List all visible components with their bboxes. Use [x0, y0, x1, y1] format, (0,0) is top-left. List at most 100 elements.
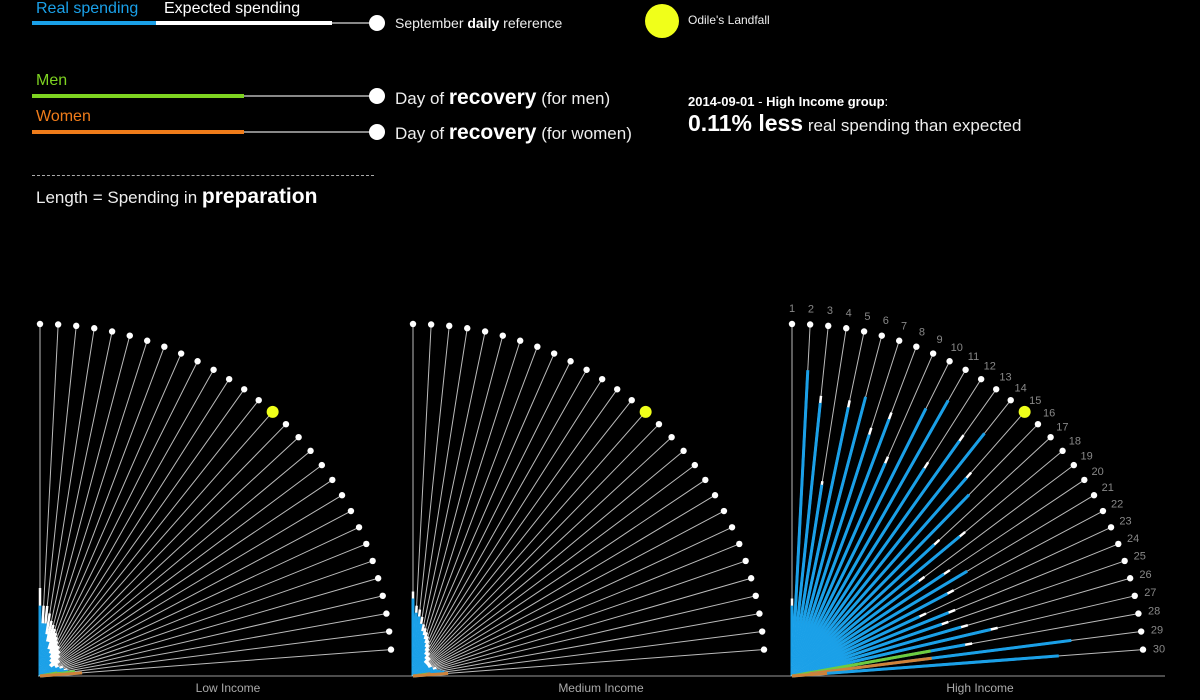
medium-income-day-dot-2 — [427, 321, 435, 328]
high-income-day-dot-3 — [825, 322, 832, 330]
low-income-ray-day-9 — [39, 353, 182, 677]
high-income-real-bar-13 — [790, 440, 961, 677]
low-income-day-dot-23 — [355, 524, 363, 531]
day-label-10: 10 — [951, 342, 963, 354]
low-income-ray-day-17 — [39, 436, 299, 677]
high-income-real-bar-22 — [791, 592, 949, 678]
low-income-day-dot-26 — [374, 575, 382, 582]
high-income-day-dot-9 — [929, 350, 937, 357]
day-label-20: 20 — [1091, 466, 1103, 478]
high-income-day-dot-10 — [946, 358, 953, 365]
legend-expected-spending-line — [156, 21, 332, 25]
high-income-day-dot-27 — [1131, 592, 1138, 599]
day-label-24: 24 — [1127, 533, 1139, 545]
medium-income-day-dot-25 — [742, 557, 749, 565]
medium-income-ray-day-16 — [412, 423, 660, 677]
day-label-13: 13 — [999, 371, 1011, 383]
day-label-22: 22 — [1111, 499, 1123, 511]
low-income-day-dot-20 — [329, 476, 336, 484]
legend-women-line — [32, 130, 244, 134]
medium-income-day-dot-30 — [760, 646, 768, 653]
legend-recovery-women: Day of recovery (for women) — [395, 121, 632, 144]
medium-income-day-dot-22 — [720, 507, 728, 515]
low-income-day-dot-22 — [347, 507, 355, 515]
medium-income-ray-day-13 — [412, 388, 618, 677]
legend-reference-line — [332, 22, 376, 24]
medium-income-ray-day-14 — [412, 399, 633, 677]
medium-income-day-dot-28 — [756, 610, 763, 617]
high-income-day-dot-13 — [993, 386, 1000, 393]
high-income-real-bar-5 — [790, 406, 850, 677]
medium-income-day-dot-24 — [736, 540, 743, 548]
high-income-day-dot-4 — [843, 325, 850, 332]
medium-income-ray-day-21 — [412, 494, 716, 677]
legend-women-label: Women — [36, 108, 91, 125]
legend-real-spending-label: Real spending — [36, 0, 139, 17]
day-label-5: 5 — [864, 311, 870, 323]
low-income-day-dot-27 — [379, 592, 386, 599]
day-label-1: 1 — [789, 303, 795, 315]
high-income-day-dot-14 — [1007, 396, 1014, 404]
low-income-ray-day-8 — [39, 346, 165, 677]
high-income-real-bar-8 — [790, 418, 891, 677]
high-income-real-bar-9 — [790, 462, 887, 677]
high-income-day-dot-6 — [878, 332, 885, 339]
high-income-real-bar-2 — [790, 370, 810, 677]
day-label-18: 18 — [1069, 436, 1081, 448]
high-income-women-bar-30 — [791, 671, 828, 678]
legend-reference-dot — [369, 15, 385, 31]
medium-income-group-label: Medium Income — [558, 681, 644, 695]
medium-income-ray-day-9 — [412, 353, 555, 677]
low-income-group-label: Low Income — [196, 681, 261, 695]
medium-income-ray-day-10 — [412, 361, 572, 677]
low-income-ray-day-30 — [39, 649, 392, 677]
low-income-ray-day-27 — [39, 595, 383, 677]
low-income-day-dot-15 — [266, 405, 279, 418]
high-income-day-dot-16 — [1034, 420, 1042, 428]
low-income-ray-day-13 — [39, 388, 245, 677]
medium-income-women-bar-30 — [412, 671, 449, 678]
high-income-day-dot-21 — [1090, 492, 1098, 499]
day-label-23: 23 — [1119, 516, 1131, 528]
low-income-day-dot-5 — [108, 328, 116, 335]
medium-income-ray-day-26 — [412, 577, 752, 677]
high-income-real-bar-21 — [791, 569, 968, 678]
medium-income-day-dot-4 — [464, 325, 471, 332]
day-label-2: 2 — [808, 303, 814, 315]
medium-income-ray-day-19 — [412, 464, 696, 677]
low-income-ray-day-11 — [39, 369, 215, 677]
legend-women-dot — [369, 124, 385, 140]
high-income-day-dot-7 — [895, 337, 903, 344]
day-label-29: 29 — [1151, 624, 1163, 636]
high-income-real-bar-10 — [790, 407, 928, 677]
medium-income-day-dot-8 — [534, 343, 541, 350]
high-income-real-bar-4 — [790, 484, 824, 677]
medium-income-day-dot-12 — [598, 375, 606, 383]
medium-income-ray-day-25 — [412, 560, 746, 677]
low-income-day-dot-18 — [307, 447, 314, 455]
high-income-real-bar-7 — [790, 434, 871, 677]
low-income-day-dot-9 — [177, 350, 185, 357]
high-income-real-bar-6 — [790, 396, 868, 677]
medium-income-ray-day-5 — [412, 331, 486, 677]
medium-income-day-dot-11 — [583, 366, 590, 373]
low-income-ray-day-5 — [39, 331, 113, 677]
medium-income-day-dot-17 — [668, 433, 675, 441]
day-label-30: 30 — [1153, 643, 1165, 655]
low-income-day-dot-24 — [363, 540, 370, 548]
legend-men-track — [244, 95, 376, 97]
low-income-ray-day-14 — [39, 399, 260, 677]
low-income-day-dot-25 — [369, 557, 376, 565]
low-income-day-dot-28 — [383, 610, 390, 617]
high-income-real-bar-18 — [791, 535, 961, 678]
high-income-day-dot-23 — [1107, 524, 1115, 531]
low-income-ray-day-26 — [39, 577, 379, 677]
high-income-day-dot-8 — [913, 343, 920, 350]
medium-income-day-dot-5 — [481, 328, 489, 335]
day-label-25: 25 — [1134, 551, 1146, 563]
legend-september-reference: September daily reference — [395, 15, 563, 31]
low-income-ray-day-18 — [39, 450, 311, 677]
low-income-day-dot-7 — [143, 337, 151, 344]
low-income-ray-day-24 — [39, 543, 367, 677]
low-income-day-dot-1 — [36, 320, 44, 328]
